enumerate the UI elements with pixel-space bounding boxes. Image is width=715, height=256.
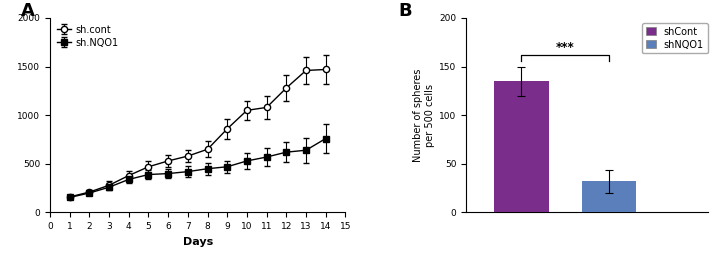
Text: ***: ***: [556, 41, 574, 54]
X-axis label: Days: Days: [182, 237, 213, 247]
Text: A: A: [21, 2, 34, 20]
Legend: shCont, shNQO1: shCont, shNQO1: [642, 23, 708, 54]
Y-axis label: Number of spheres
per 500 cells: Number of spheres per 500 cells: [413, 69, 435, 162]
Text: B: B: [398, 2, 412, 20]
Legend: sh.cont, sh.NQO1: sh.cont, sh.NQO1: [55, 23, 120, 50]
Bar: [581, 181, 636, 212]
Bar: [493, 81, 548, 212]
